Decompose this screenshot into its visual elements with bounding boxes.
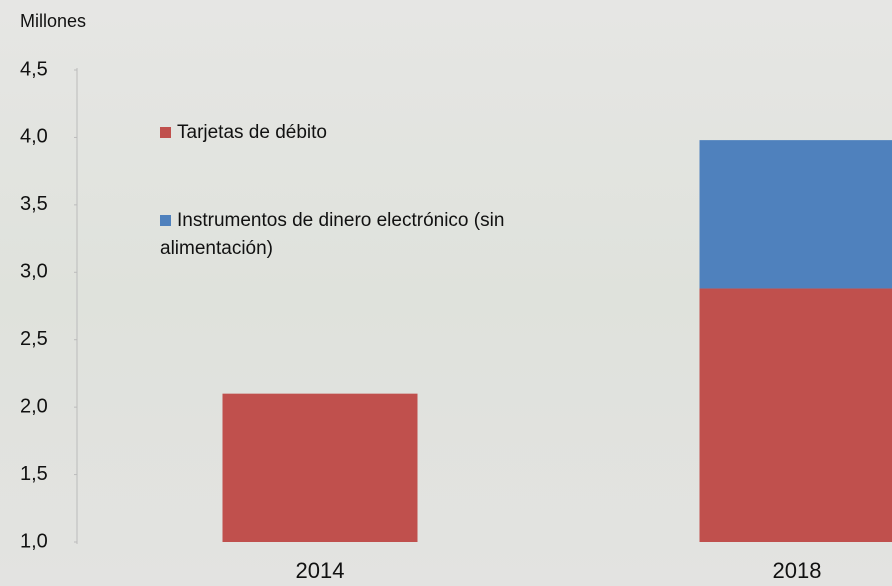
bar-segment [222, 393, 418, 542]
y-tick-label: 2,0 [20, 395, 48, 417]
legend-swatch [160, 127, 171, 138]
y-tick-label: 2,5 [20, 328, 48, 350]
y-tick-label: 3,5 [20, 193, 48, 215]
y-tick-label: 4,0 [20, 126, 48, 148]
x-tick-label: 2018 [773, 558, 822, 583]
y-tick-label: 1,0 [20, 530, 48, 552]
y-axis-label: Millones [20, 11, 86, 31]
legend-label: Instrumentos de dinero electrónico (sin a… [160, 210, 504, 259]
x-tick-label: 2014 [296, 558, 345, 583]
legend-swatch [160, 215, 171, 226]
legend-label: Tarjetas de débito [177, 122, 327, 143]
bar-segment [699, 140, 892, 289]
y-tick-label: 1,5 [20, 463, 48, 485]
bar-segment [699, 288, 892, 542]
y-tick-label: 4,5 [20, 58, 48, 80]
y-tick-label: 3,0 [20, 261, 48, 283]
